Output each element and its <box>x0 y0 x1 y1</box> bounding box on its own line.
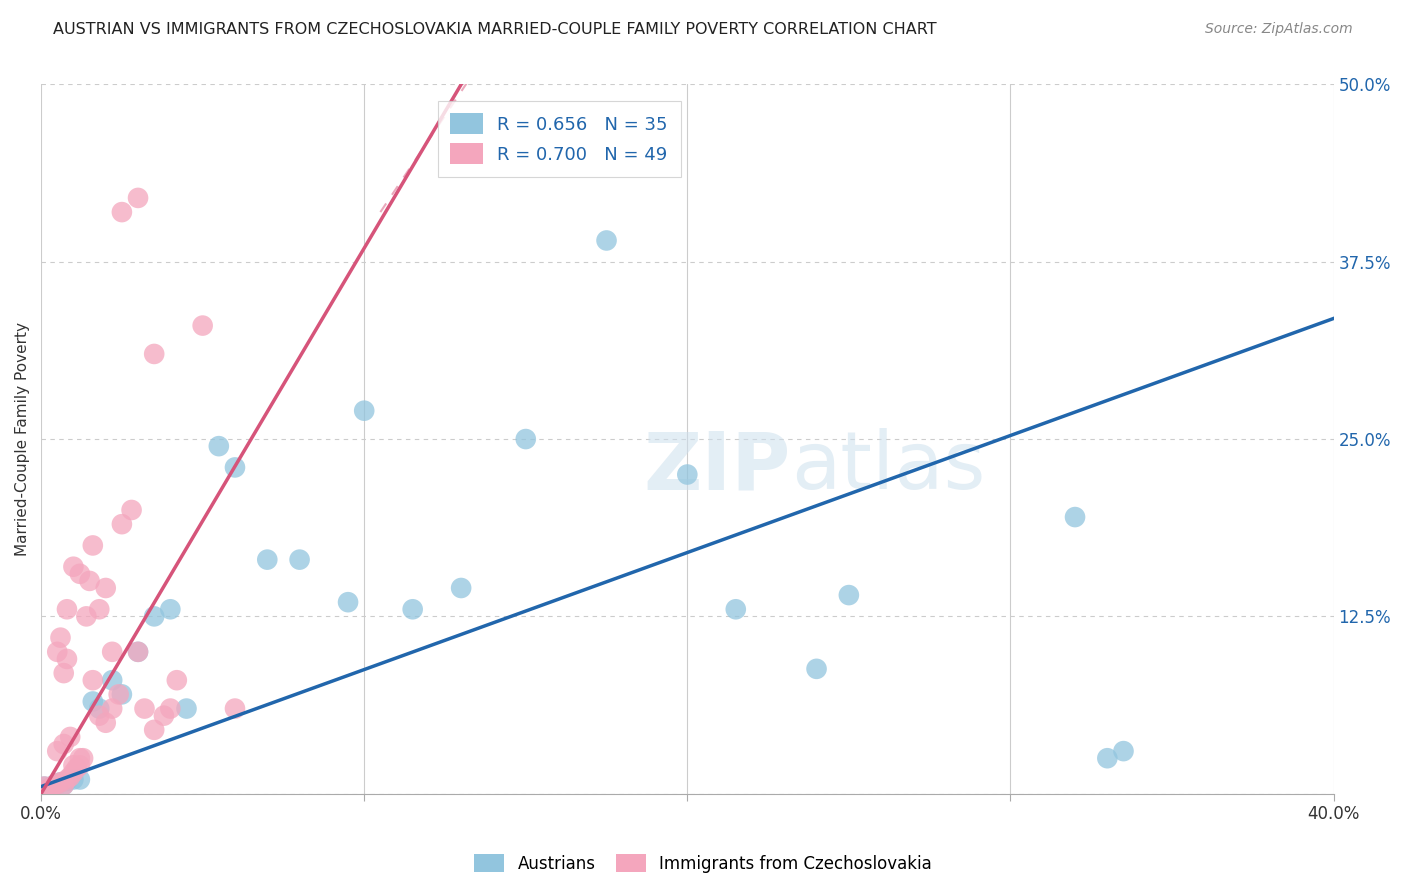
Point <box>676 467 699 482</box>
Point <box>62 772 84 787</box>
Point <box>46 645 69 659</box>
Point <box>56 773 79 788</box>
Point <box>111 517 134 532</box>
Point <box>62 758 84 772</box>
Point <box>353 403 375 417</box>
Point <box>56 772 79 787</box>
Point <box>72 751 94 765</box>
Point <box>288 552 311 566</box>
Point <box>402 602 425 616</box>
Point <box>1112 744 1135 758</box>
Point <box>56 652 79 666</box>
Point <box>46 744 69 758</box>
Point <box>143 347 166 361</box>
Point <box>224 460 246 475</box>
Point <box>89 602 111 616</box>
Point <box>69 758 91 772</box>
Point <box>101 701 124 715</box>
Point <box>166 673 188 688</box>
Point <box>127 191 149 205</box>
Point <box>121 503 143 517</box>
Point <box>101 673 124 688</box>
Point <box>37 782 59 797</box>
Y-axis label: Married-Couple Family Poverty: Married-Couple Family Poverty <box>15 322 30 556</box>
Point <box>82 694 104 708</box>
Point <box>111 687 134 701</box>
Point <box>143 723 166 737</box>
Point <box>159 602 181 616</box>
Point <box>66 761 89 775</box>
Point <box>107 687 129 701</box>
Point <box>176 701 198 715</box>
Point <box>42 778 65 792</box>
Point <box>595 234 617 248</box>
Point <box>256 552 278 566</box>
Point <box>111 205 134 219</box>
Point <box>46 777 69 791</box>
Point <box>806 662 828 676</box>
Point <box>191 318 214 333</box>
Point <box>59 770 82 784</box>
Point <box>159 701 181 715</box>
Point <box>52 778 75 792</box>
Point <box>724 602 747 616</box>
Point <box>79 574 101 588</box>
Point <box>62 765 84 780</box>
Point <box>450 581 472 595</box>
Point <box>69 751 91 765</box>
Point <box>37 782 59 797</box>
Point <box>34 780 56 794</box>
Point <box>69 566 91 581</box>
Point <box>89 708 111 723</box>
Point <box>101 645 124 659</box>
Point <box>56 602 79 616</box>
Point <box>208 439 231 453</box>
Point <box>59 730 82 744</box>
Point <box>49 775 72 789</box>
Text: AUSTRIAN VS IMMIGRANTS FROM CZECHOSLOVAKIA MARRIED-COUPLE FAMILY POVERTY CORRELA: AUSTRIAN VS IMMIGRANTS FROM CZECHOSLOVAK… <box>53 22 936 37</box>
Point <box>49 775 72 789</box>
Point <box>34 780 56 794</box>
Point <box>94 715 117 730</box>
Point <box>39 780 62 795</box>
Point <box>75 609 97 624</box>
Point <box>39 780 62 795</box>
Point <box>134 701 156 715</box>
Point <box>1064 510 1087 524</box>
Point <box>838 588 860 602</box>
Point <box>46 777 69 791</box>
Text: atlas: atlas <box>790 428 986 507</box>
Point <box>69 772 91 787</box>
Point <box>143 609 166 624</box>
Point <box>515 432 537 446</box>
Point <box>82 673 104 688</box>
Point <box>127 645 149 659</box>
Point <box>62 559 84 574</box>
Text: ZIP: ZIP <box>644 428 790 507</box>
Legend: R = 0.656   N = 35, R = 0.700   N = 49: R = 0.656 N = 35, R = 0.700 N = 49 <box>437 101 681 177</box>
Point <box>1097 751 1119 765</box>
Point <box>153 708 176 723</box>
Point <box>89 701 111 715</box>
Text: Source: ZipAtlas.com: Source: ZipAtlas.com <box>1205 22 1353 37</box>
Point <box>224 701 246 715</box>
Point <box>337 595 360 609</box>
Point <box>52 778 75 792</box>
Point <box>52 666 75 681</box>
Legend: Austrians, Immigrants from Czechoslovakia: Austrians, Immigrants from Czechoslovaki… <box>468 847 938 880</box>
Point <box>94 581 117 595</box>
Point <box>49 631 72 645</box>
Point <box>82 538 104 552</box>
Point <box>42 778 65 792</box>
Point <box>127 645 149 659</box>
Point <box>52 737 75 751</box>
